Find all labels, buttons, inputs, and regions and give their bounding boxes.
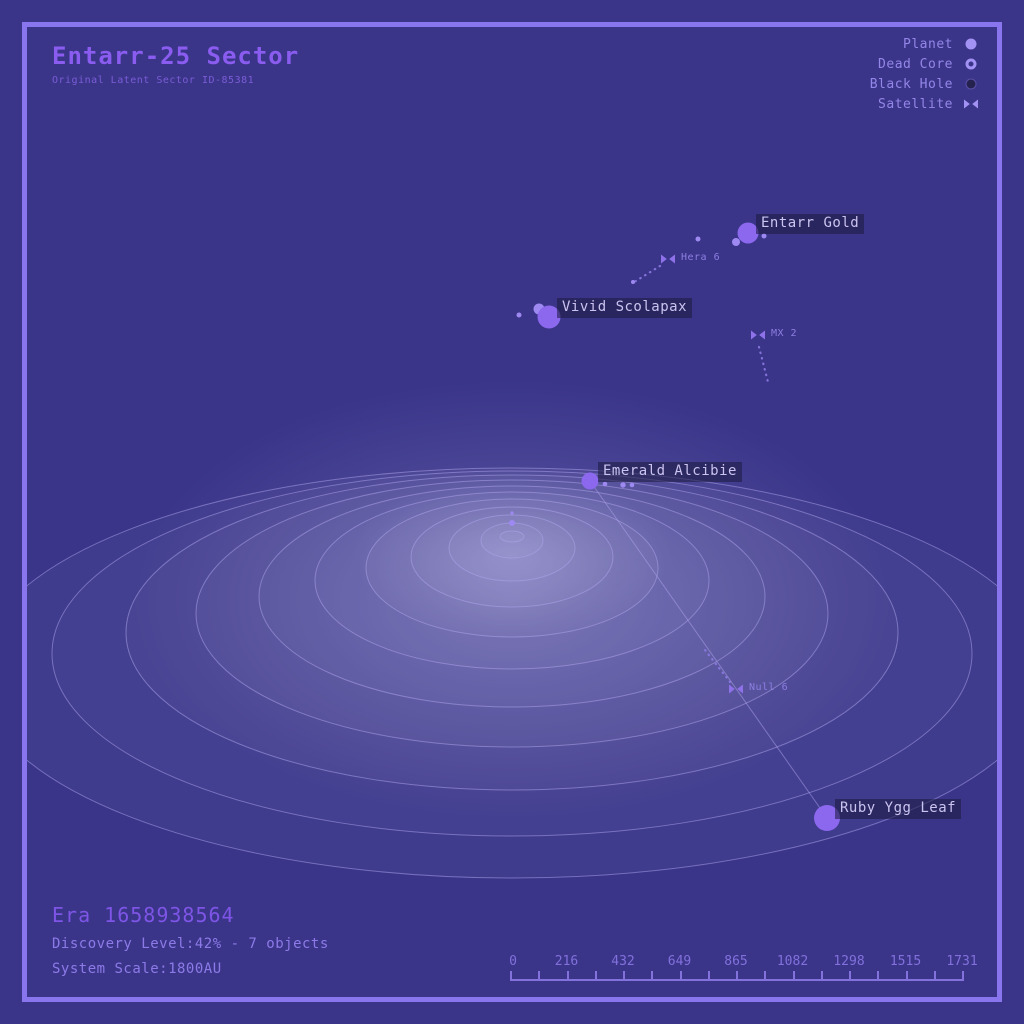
- ruler-tick-label: 432: [611, 954, 635, 969]
- gravity-well-core-glow: [352, 475, 672, 635]
- legend: Planet Dead Core Black Hole Satellite: [869, 36, 980, 112]
- ruler-tick: [594, 971, 597, 979]
- moon-dot: [603, 482, 608, 487]
- orbit-ring: [366, 499, 658, 637]
- map-dot: [510, 511, 513, 514]
- ruler-baseline: [510, 979, 964, 981]
- satellite-hera-6[interactable]: [661, 255, 675, 264]
- ruler-tick: [651, 971, 654, 979]
- ruler-tick-label: 1731: [946, 954, 978, 969]
- legend-item-label: Planet: [903, 36, 953, 52]
- ruler-tick: [566, 971, 569, 979]
- ruler-tick: [820, 971, 823, 979]
- ruler-tick: [736, 971, 738, 979]
- moon-dot: [517, 313, 522, 318]
- ruler-tick: [538, 971, 541, 979]
- orbit-ring: [52, 471, 972, 836]
- ruler-tick: [877, 971, 880, 979]
- ruler-tick: [623, 971, 625, 979]
- header: Entarr-25 Sector Original Latent Sector …: [52, 42, 299, 86]
- legend-item-label: Black Hole: [869, 76, 953, 92]
- ruler-tick-label: 0: [509, 954, 517, 969]
- satellite-trail: [759, 347, 768, 382]
- ruler-tick: [849, 971, 851, 979]
- orbit-rings: [0, 468, 1024, 878]
- moon-dot: [630, 483, 635, 488]
- ruler-tick: [764, 971, 767, 979]
- ruler-tick-label: 1515: [889, 954, 922, 969]
- moon-dot: [696, 237, 701, 242]
- planet-icon: [962, 36, 980, 52]
- satellite-null-6[interactable]: [729, 685, 743, 694]
- legend-item-planet: Planet: [870, 36, 980, 52]
- planet-ruby-ygg-leaf[interactable]: [814, 805, 840, 831]
- orbit-ring: [500, 531, 524, 542]
- route-line: [590, 481, 827, 818]
- ruler-tick-label: 865: [724, 954, 748, 969]
- dead-core-icon: [962, 56, 980, 72]
- moon-dot: [620, 482, 625, 487]
- era-label: Era 1658938564: [52, 903, 235, 927]
- moon-dot: [762, 234, 767, 239]
- legend-item-label: Satellite: [878, 96, 953, 112]
- orbit-ring: [315, 492, 709, 669]
- orbit-ring: [449, 515, 575, 581]
- orbit-ring: [196, 480, 828, 747]
- ruler-tick: [905, 971, 908, 979]
- page-title: Entarr-25 Sector: [52, 42, 300, 70]
- orbit-ring: [0, 468, 1024, 878]
- legend-item-black-hole: Black Hole: [869, 76, 980, 92]
- legend-item-dead-core: Dead Core: [870, 56, 980, 72]
- ruler-tick: [510, 971, 512, 979]
- orbit-ring: [126, 475, 898, 790]
- system-scale-label: System Scale:1800AU: [52, 961, 222, 977]
- discovery-level-label: Discovery Level:42% - 7 objects: [52, 936, 329, 952]
- ruler-tick: [792, 971, 795, 979]
- ruler-tick-label: 1082: [776, 954, 809, 969]
- satellite-mx-2[interactable]: [751, 331, 765, 340]
- ruler-tick-label: 649: [667, 954, 692, 969]
- map-dot: [631, 280, 635, 284]
- orbit-ring: [411, 507, 613, 607]
- ruler-tick-label: 1298: [833, 954, 865, 969]
- satellite-trail: [631, 266, 660, 284]
- planet-entarr-gold[interactable]: [738, 223, 759, 244]
- legend-item-satellite: Satellite: [870, 96, 980, 112]
- ruler-tick: [679, 971, 682, 979]
- ruler-tick-label: 216: [554, 954, 579, 969]
- map-dot: [509, 520, 515, 526]
- ruler-tick: [707, 971, 710, 979]
- ruler-tick: [933, 971, 936, 979]
- planet-vivid-scolapax[interactable]: [538, 306, 561, 329]
- moon-dot: [732, 238, 740, 246]
- legend-item-label: Dead Core: [878, 56, 953, 72]
- ruler-tick: [962, 971, 964, 979]
- page-subtitle: Original Latent Sector ID-85381: [52, 75, 255, 86]
- satellite-icon: [962, 96, 980, 112]
- orbit-ring: [259, 486, 765, 707]
- black-hole-icon: [962, 76, 980, 92]
- planet-emerald-alcibie[interactable]: [582, 473, 599, 490]
- satellite-trail: [705, 650, 730, 682]
